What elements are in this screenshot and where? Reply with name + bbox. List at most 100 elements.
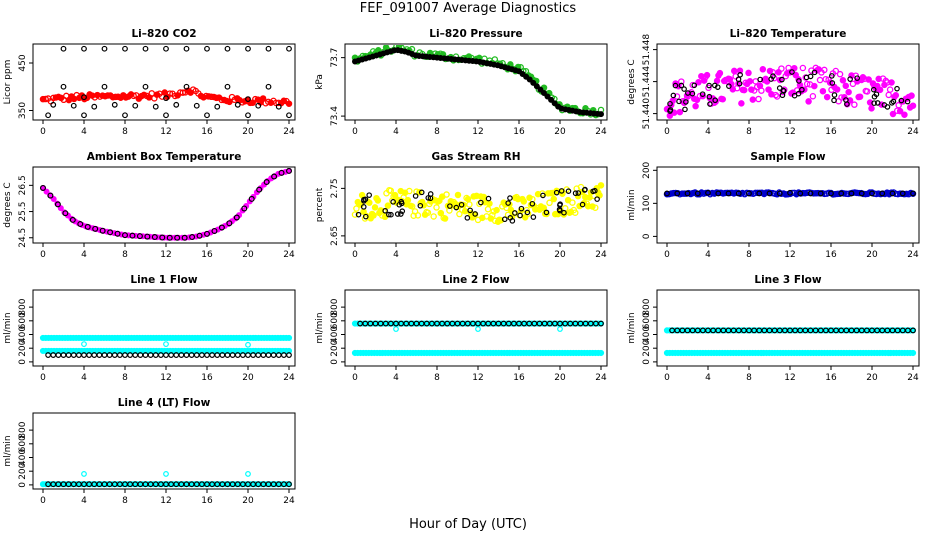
data-point xyxy=(285,347,293,355)
data-point xyxy=(736,67,744,74)
x-tick-label: 0 xyxy=(40,250,46,260)
series-black xyxy=(39,168,292,241)
data-point xyxy=(676,108,684,116)
data-point xyxy=(39,184,46,191)
data-point xyxy=(669,97,676,105)
data-point xyxy=(399,208,406,214)
x-tick-label: 16 xyxy=(513,250,525,260)
y-axis-label: ml/min xyxy=(3,312,13,343)
data-point xyxy=(851,101,858,108)
data-point xyxy=(699,91,706,97)
x-tick-label: 12 xyxy=(160,250,171,260)
data-point xyxy=(684,190,691,197)
x-tick-label: 8 xyxy=(434,250,440,260)
x-tick-label: 0 xyxy=(40,496,46,506)
data-point xyxy=(92,225,99,232)
data-point xyxy=(530,214,537,220)
y-axis-label: ml/min xyxy=(627,312,637,343)
data-point xyxy=(763,78,771,85)
data-point xyxy=(803,80,811,88)
data-point xyxy=(667,108,673,114)
data-point xyxy=(144,233,151,240)
data-point xyxy=(183,45,190,52)
x-tick-label: 16 xyxy=(201,496,213,506)
data-layer xyxy=(351,182,605,226)
x-tick-label: 0 xyxy=(664,373,670,383)
data-point xyxy=(809,92,817,100)
x-tick-label: 20 xyxy=(866,250,878,260)
data-point xyxy=(427,191,434,197)
data-point xyxy=(803,74,810,81)
data-point xyxy=(166,234,173,241)
data-point xyxy=(726,83,732,89)
x-tick-label: 12 xyxy=(160,127,171,137)
data-point xyxy=(91,103,98,110)
data-point xyxy=(362,196,369,203)
data-point xyxy=(417,202,424,209)
data-point xyxy=(695,79,702,86)
data-point xyxy=(130,92,137,100)
data-point xyxy=(719,95,727,103)
series-black xyxy=(664,189,916,197)
data-point xyxy=(758,87,765,94)
data-point xyxy=(681,86,687,92)
data-point xyxy=(437,209,445,217)
data-layer xyxy=(663,64,917,119)
data-point xyxy=(854,75,860,81)
data-point xyxy=(678,78,685,85)
data-point xyxy=(122,45,128,52)
data-point xyxy=(517,212,523,219)
y-tick-label: 73.7 xyxy=(330,48,340,68)
data-point xyxy=(797,190,804,197)
data-point xyxy=(844,101,850,107)
data-point xyxy=(735,76,742,83)
data-point xyxy=(163,471,169,477)
data-point xyxy=(712,97,718,104)
data-point xyxy=(598,320,604,327)
data-point xyxy=(393,326,399,332)
series-black xyxy=(669,327,916,334)
panel-title: Line 1 Flow xyxy=(130,274,197,286)
data-point xyxy=(831,92,838,98)
x-tick-label: 4 xyxy=(705,127,711,137)
x-tick-label: 24 xyxy=(283,250,295,260)
data-point xyxy=(836,70,844,78)
data-point xyxy=(263,179,270,186)
data-point xyxy=(888,79,895,86)
data-point xyxy=(387,187,395,194)
x-tick-label: 8 xyxy=(434,127,440,137)
panel-title: Li–820 Temperature xyxy=(730,28,847,40)
y-tick-label: 800 xyxy=(330,298,340,315)
y-tick-label: 51.440 xyxy=(642,98,652,130)
data-point xyxy=(778,65,785,72)
panel-4: Ambient Box Temperature degrees C 0 4 8 12 16 2… xyxy=(3,151,296,260)
x-tick-label: 24 xyxy=(907,373,919,383)
y-tick-label: 200 xyxy=(330,339,340,356)
data-point xyxy=(486,200,493,207)
x-tick-label: 24 xyxy=(595,127,607,137)
panel-3: Li–820 Temperature degrees C 0 4 8 12 16 20 24 51… xyxy=(627,28,920,137)
data-point xyxy=(163,95,169,102)
data-point xyxy=(384,202,392,209)
data-point xyxy=(418,189,425,196)
data-point xyxy=(735,190,742,197)
data-point xyxy=(705,189,711,196)
data-point xyxy=(565,188,572,194)
data-point xyxy=(842,82,850,90)
data-layer xyxy=(663,189,917,198)
data-point xyxy=(461,207,469,215)
data-point xyxy=(218,224,225,231)
data-point xyxy=(163,45,169,52)
data-point xyxy=(142,45,149,52)
data-point xyxy=(868,105,875,112)
data-point xyxy=(148,90,156,97)
data-point xyxy=(882,77,890,85)
data-point xyxy=(99,227,106,234)
data-point xyxy=(901,111,908,118)
data-point xyxy=(433,204,440,211)
data-point xyxy=(226,220,233,227)
panel-title: Sample Flow xyxy=(750,151,825,163)
x-tick-label: 8 xyxy=(122,373,128,383)
x-tick-label: 8 xyxy=(122,250,128,260)
data-point xyxy=(841,94,848,101)
